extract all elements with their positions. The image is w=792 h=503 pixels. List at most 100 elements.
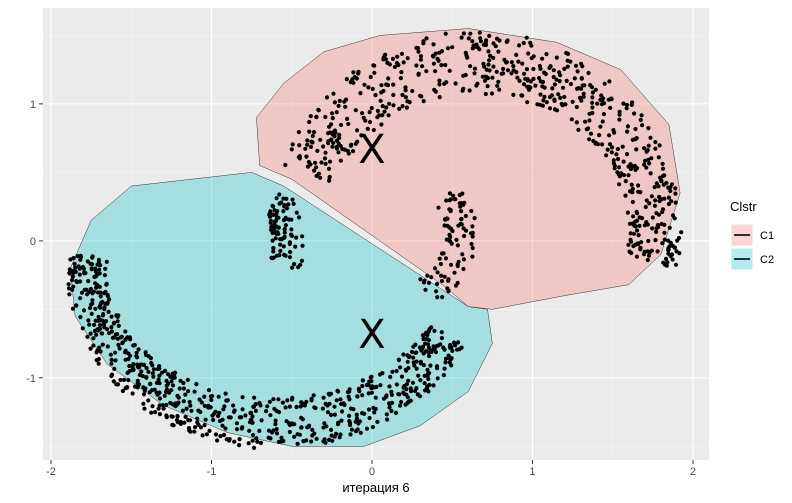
data-point-c2	[271, 212, 276, 217]
data-point-c1	[648, 135, 653, 140]
data-point-c1	[362, 82, 367, 87]
data-point-c1	[438, 261, 443, 267]
data-point-c2	[398, 365, 403, 370]
data-point-c2	[202, 394, 207, 399]
data-point-c2	[362, 411, 367, 416]
data-point-c2	[270, 203, 275, 208]
data-point-c1	[587, 118, 592, 123]
data-point-c2	[94, 332, 99, 337]
data-point-c2	[71, 284, 76, 289]
data-point-c2	[227, 437, 232, 442]
data-point-c2	[78, 257, 83, 262]
data-point-c1	[595, 142, 601, 147]
data-point-c2	[368, 375, 373, 380]
data-point-c1	[314, 115, 319, 120]
data-point-c1	[443, 62, 448, 68]
x-tick-label: 0	[369, 466, 375, 478]
data-point-c2	[96, 357, 101, 362]
data-point-c1	[587, 137, 592, 142]
data-point-c1	[372, 70, 377, 75]
data-point-c2	[217, 410, 222, 415]
data-point-c1	[662, 230, 667, 235]
data-point-c1	[472, 66, 478, 71]
data-point-c1	[486, 62, 491, 67]
data-point-c1	[434, 282, 440, 287]
data-point-c2	[448, 357, 453, 362]
data-point-c1	[433, 51, 438, 56]
data-point-c1	[417, 93, 423, 98]
data-point-c2	[116, 342, 121, 347]
data-point-c2	[197, 397, 202, 402]
data-point-c1	[455, 243, 460, 248]
data-point-c1	[670, 182, 675, 187]
data-point-c2	[114, 382, 119, 387]
data-point-c1	[575, 69, 580, 74]
data-point-c2	[192, 389, 197, 394]
data-point-c1	[416, 71, 421, 76]
data-point-c1	[418, 277, 423, 282]
data-point-c2	[153, 410, 158, 415]
data-point-c1	[554, 55, 559, 60]
data-point-c2	[398, 403, 403, 408]
data-point-c2	[442, 366, 447, 371]
data-point-c2	[284, 419, 289, 424]
data-point-c1	[581, 91, 586, 96]
data-point-c2	[97, 267, 102, 272]
data-point-c2	[329, 412, 334, 418]
data-point-c1	[305, 164, 311, 169]
data-point-c2	[84, 287, 89, 292]
data-point-c2	[413, 388, 418, 394]
data-point-c1	[373, 93, 378, 98]
data-point-c1	[448, 239, 453, 244]
data-point-c2	[418, 359, 423, 364]
data-point-c1	[480, 74, 485, 79]
data-point-c1	[386, 113, 391, 118]
data-point-c2	[347, 423, 353, 428]
legend-label-c2: C2	[760, 254, 774, 266]
data-point-c2	[105, 300, 110, 305]
data-point-c1	[448, 234, 453, 240]
data-point-c1	[472, 216, 477, 221]
data-point-c2	[157, 412, 162, 417]
y-tick-label: 1	[30, 99, 36, 111]
x-tick-label: -1	[207, 466, 217, 478]
data-point-c1	[597, 133, 602, 138]
data-point-c2	[183, 414, 188, 419]
data-point-c1	[470, 234, 475, 239]
data-point-c1	[646, 143, 651, 148]
data-point-c1	[331, 91, 336, 96]
data-point-c1	[457, 201, 462, 206]
data-point-c1	[520, 61, 525, 66]
data-point-c1	[625, 129, 630, 134]
data-point-c2	[192, 429, 197, 434]
data-point-c1	[323, 114, 328, 120]
data-point-c1	[593, 87, 598, 92]
data-point-c2	[413, 342, 418, 347]
y-tick-label: -1	[26, 373, 36, 385]
data-point-c2	[67, 267, 72, 272]
data-point-c2	[134, 350, 139, 355]
data-point-c1	[531, 76, 536, 81]
data-point-c1	[336, 103, 341, 108]
data-point-c1	[456, 259, 461, 264]
data-point-c2	[427, 354, 432, 359]
legend: Clstr C1 C2	[730, 199, 774, 271]
data-point-c1	[491, 64, 496, 69]
data-point-c1	[629, 239, 634, 244]
data-point-c2	[288, 249, 293, 255]
data-point-c1	[649, 194, 655, 199]
data-point-c1	[451, 193, 456, 198]
data-point-c1	[550, 86, 555, 91]
data-point-c2	[194, 382, 199, 387]
data-point-c2	[68, 257, 73, 262]
data-point-c1	[436, 205, 441, 210]
data-point-c2	[133, 384, 138, 389]
data-point-c1	[431, 61, 436, 66]
data-point-c1	[611, 158, 616, 163]
data-point-c1	[443, 31, 448, 36]
data-point-c2	[195, 420, 200, 425]
data-point-c1	[459, 209, 464, 214]
data-point-c1	[529, 43, 534, 48]
data-point-c2	[431, 383, 436, 388]
data-point-c1	[615, 156, 621, 162]
